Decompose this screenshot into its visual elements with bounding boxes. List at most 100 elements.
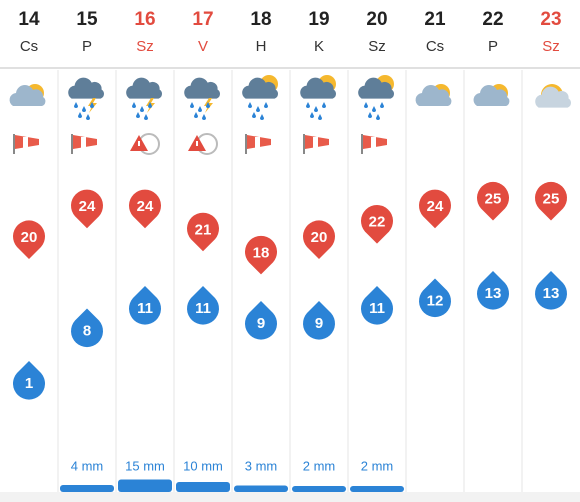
day-number: 20 [366,9,387,30]
windsock-band [255,137,260,148]
rain-drop [248,102,252,108]
wind-warning-icon [130,133,160,155]
cloud [358,77,394,99]
weather-icon [473,84,510,106]
cloud [415,85,452,106]
min-temp-drop [534,271,567,310]
rain-drop [322,102,326,108]
rain-drop [376,114,380,120]
precip-amount: 2 mm [361,458,394,473]
precip-bar [292,486,346,492]
max-temp-pin [360,205,393,244]
weather-icon [126,77,162,120]
wind-icon [71,134,97,154]
precip-amount: 15 mm [125,458,165,473]
cloud [300,77,336,99]
rain-drop [314,106,318,112]
max-temp: 21 [195,221,212,238]
max-temp-pin [71,189,103,229]
windsock-band [23,137,28,148]
weather-icon [9,84,46,106]
min-temp: 11 [137,300,153,317]
rain-drop [252,112,256,118]
min-temp-drop [360,286,393,325]
min-temp: 11 [369,300,385,317]
max-temp: 20 [311,229,328,246]
rain-drop [264,102,268,108]
weekday: P [488,38,498,55]
cloud [126,77,162,99]
min-temp: 9 [257,315,265,332]
precip-bar [176,482,230,492]
max-temp: 24 [427,198,444,215]
cloud [68,77,104,99]
rain-drop [148,102,152,108]
cloud [184,77,220,99]
min-temp-drop [129,286,161,325]
warning-mark [196,141,198,146]
weather-icon [242,75,278,120]
min-temp-drop [476,271,509,310]
precip-bar [118,479,172,492]
rain-drop [190,102,194,108]
rain-drop [364,102,368,108]
min-temp: 9 [315,315,323,332]
precip-amount: 10 mm [183,458,223,473]
rain-drop [136,112,140,118]
cloud [473,85,510,106]
rain-drop [260,114,264,120]
weekday: Sz [368,38,386,55]
min-temp: 11 [195,300,211,317]
weather-icon [68,77,104,120]
max-temp-pin [245,235,277,275]
day-number: 23 [540,9,561,30]
day-number: 22 [482,9,503,30]
weekday: Cs [20,38,38,55]
min-temp: 13 [485,285,502,302]
weekday: Sz [136,38,154,55]
warning-mark [138,141,140,146]
weekday: P [82,38,92,55]
max-temp: 18 [253,244,270,261]
cloud [242,77,278,99]
windsock-band [313,137,318,148]
min-temp: 12 [427,292,444,309]
rain-drop [86,114,90,120]
rain-drop [78,112,82,118]
max-temp: 20 [21,229,38,246]
min-temp-drop [13,361,45,400]
rain-drop [202,114,206,120]
precip-bar [234,485,288,492]
wind-icon [361,134,387,154]
rain-drop [306,102,310,108]
weekday: Cs [426,38,444,55]
max-temp: 25 [543,190,560,207]
rain-drop [140,106,144,112]
min-temp-drop [302,301,335,340]
min-temp: 1 [25,375,33,392]
windsock-band [81,137,86,148]
weather-icon [535,84,571,108]
weekday: V [198,38,208,55]
max-temp: 25 [485,190,502,207]
footer-band [0,492,580,502]
precip-bar [350,486,404,492]
day-number: 19 [308,9,329,30]
rain-drop [380,102,384,108]
day-number: 15 [76,9,98,30]
max-temp-pin [418,189,451,229]
min-temp: 8 [83,322,91,339]
max-temp: 24 [79,198,96,215]
rain-drop [144,114,148,120]
rain-drop [74,102,78,108]
weekday: K [314,38,324,55]
rain-drop [310,112,314,118]
wind-icon [303,134,329,154]
rain-drop [318,114,322,120]
rain-drop [198,106,202,112]
day-number: 16 [134,9,155,30]
precip-amount: 4 mm [71,458,104,473]
day-number: 21 [424,9,446,30]
max-temp-pin [129,189,161,229]
